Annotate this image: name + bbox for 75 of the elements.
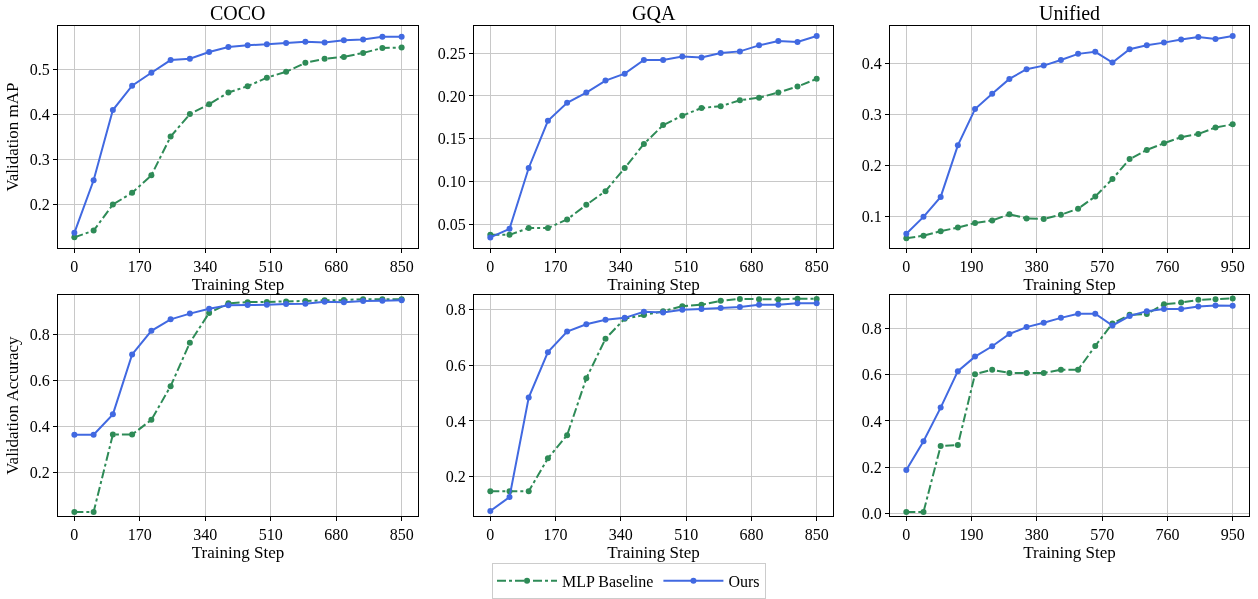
y-tick-label: 0.5 — [29, 61, 50, 79]
x-tick-label: 510 — [674, 258, 699, 276]
y-tick-label: 0.4 — [861, 412, 882, 430]
x-tick-label: 680 — [739, 526, 764, 544]
chart-title: Unified — [1039, 2, 1101, 24]
x-tick-label: 680 — [739, 258, 764, 276]
y-tick-label: 0.3 — [29, 151, 50, 169]
y-tick-label: 0.8 — [29, 326, 50, 344]
y-tick-label: 0.2 — [29, 463, 50, 481]
x-tick-label: 850 — [804, 526, 829, 544]
x-tick-label: 380 — [1024, 258, 1049, 276]
x-tick-label: 0 — [70, 526, 79, 544]
x-tick-label: 340 — [193, 258, 218, 276]
x-tick-label: 170 — [127, 526, 152, 544]
x-tick-label: 170 — [543, 258, 568, 276]
x-tick-label: 510 — [258, 258, 283, 276]
y-axis-title: Validation mAP — [3, 82, 23, 192]
x-tick-label: 0 — [486, 526, 495, 544]
x-tick-label: 680 — [324, 526, 349, 544]
y-tick-label: 0.1 — [861, 207, 882, 225]
y-tick-label: 0.4 — [29, 106, 50, 124]
x-axis-title: Training Step — [1023, 275, 1116, 295]
x-tick-label: 190 — [959, 526, 984, 544]
y-tick-label: 0.3 — [861, 105, 882, 123]
x-tick-label: 340 — [193, 526, 218, 544]
y-tick-label: 0.2 — [445, 468, 466, 486]
x-tick-label: 0 — [486, 258, 495, 276]
y-tick-label: 0.05 — [437, 216, 466, 234]
y-tick-label: 0.2 — [861, 156, 882, 174]
y-tick-label: 0.6 — [445, 356, 466, 374]
x-tick-label: 340 — [608, 258, 633, 276]
y-tick-label: 0.0 — [861, 504, 882, 522]
y-tick-label: 0.8 — [861, 320, 882, 338]
x-tick-label: 760 — [1155, 258, 1180, 276]
x-tick-label: 850 — [389, 526, 414, 544]
x-tick-label: 850 — [389, 258, 414, 276]
x-tick-label: 190 — [959, 258, 984, 276]
x-tick-label: 510 — [674, 526, 699, 544]
legend-label: MLP Baseline — [562, 573, 654, 591]
x-tick-label: 170 — [127, 258, 152, 276]
y-tick-label: 0.15 — [437, 130, 466, 148]
y-axis-title: Validation Accuracy — [3, 335, 23, 475]
x-tick-label: 760 — [1155, 526, 1180, 544]
x-tick-label: 380 — [1024, 526, 1049, 544]
x-axis-title: Training Step — [607, 543, 700, 563]
x-tick-label: 950 — [1220, 526, 1245, 544]
y-tick-label: 0.8 — [445, 301, 466, 319]
y-tick-label: 0.4 — [29, 417, 50, 435]
y-tick-label: 0.10 — [437, 173, 466, 191]
x-tick-label: 570 — [1090, 258, 1115, 276]
x-tick-label: 570 — [1090, 526, 1115, 544]
x-tick-label: 0 — [902, 526, 911, 544]
y-tick-label: 0.2 — [29, 196, 50, 214]
x-axis-title: Training Step — [1023, 543, 1116, 563]
y-tick-label: 0.20 — [437, 87, 466, 105]
x-tick-label: 340 — [608, 526, 633, 544]
y-tick-label: 0.4 — [861, 54, 882, 72]
x-tick-label: 0 — [70, 258, 79, 276]
chart-title: COCO — [210, 2, 266, 24]
y-tick-label: 0.6 — [861, 366, 882, 384]
y-tick-label: 0.25 — [437, 44, 466, 62]
y-tick-label: 0.2 — [861, 458, 882, 476]
x-tick-label: 680 — [324, 258, 349, 276]
x-tick-label: 0 — [902, 258, 911, 276]
x-tick-label: 850 — [804, 258, 829, 276]
x-tick-label: 950 — [1220, 258, 1245, 276]
x-axis-title: Training Step — [607, 275, 700, 295]
x-axis-title: Training Step — [191, 275, 285, 295]
legend-label: Ours — [728, 573, 760, 591]
x-tick-label: 170 — [543, 526, 568, 544]
y-tick-label: 0.4 — [445, 412, 466, 430]
x-axis-title: Training Step — [191, 543, 285, 563]
chart-title: GQA — [632, 2, 676, 24]
x-tick-label: 510 — [258, 526, 283, 544]
y-tick-label: 0.6 — [29, 371, 50, 389]
